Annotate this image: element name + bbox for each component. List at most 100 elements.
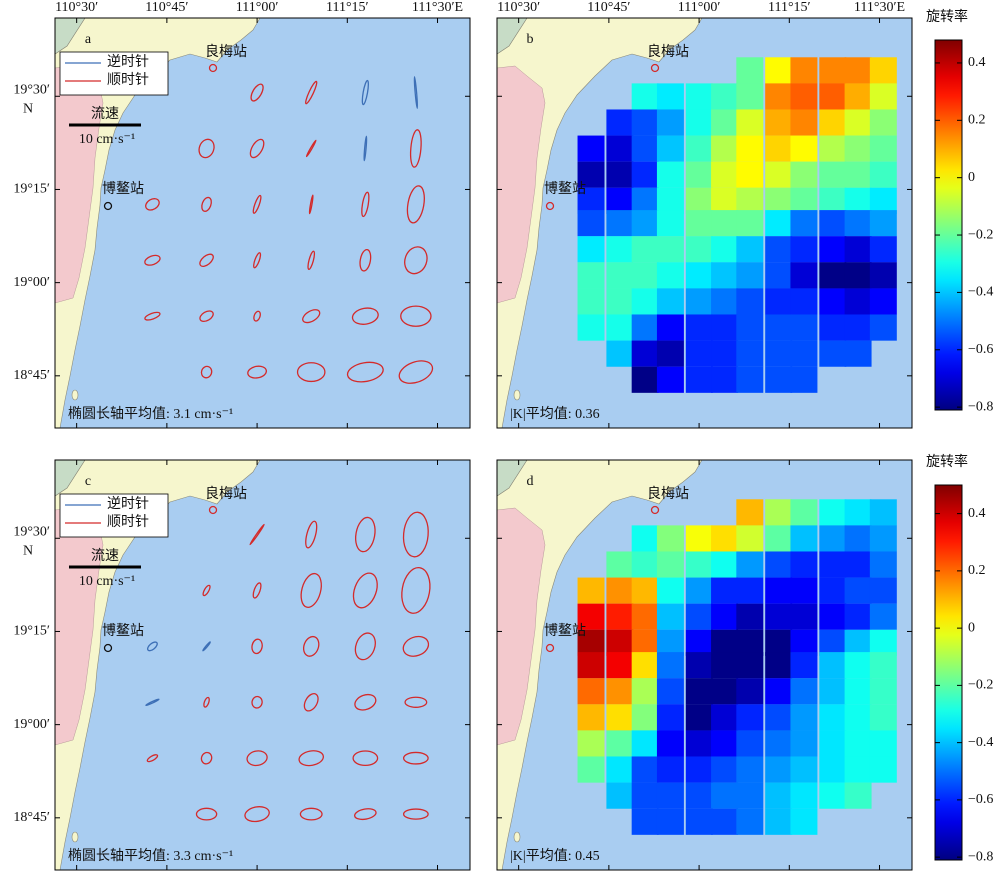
heatmap-cell bbox=[869, 499, 897, 526]
tidal-ellipse bbox=[199, 310, 214, 323]
heatmap-cell bbox=[606, 782, 634, 809]
heatmap-cell bbox=[631, 678, 659, 705]
colorbar-tick-label: −0.8 bbox=[968, 399, 993, 414]
station-marker bbox=[208, 505, 218, 515]
tidal-ellipse bbox=[413, 76, 419, 109]
heatmap-cell bbox=[790, 603, 818, 630]
panel-label: b bbox=[527, 32, 534, 47]
heatmap-cell bbox=[606, 236, 634, 263]
heatmap-cell bbox=[711, 629, 739, 656]
heatmap-cell bbox=[685, 730, 713, 757]
heatmap-cell bbox=[656, 629, 684, 656]
heatmap-cell bbox=[711, 756, 739, 783]
heatmap-cell bbox=[631, 210, 659, 237]
scale-label: 流速 bbox=[91, 106, 119, 122]
heatmap-cell bbox=[765, 109, 793, 136]
heatmap-cell bbox=[736, 262, 764, 289]
heatmap-cell bbox=[631, 340, 659, 367]
heatmap-cell bbox=[577, 236, 605, 263]
heatmap-cell bbox=[736, 288, 764, 315]
tidal-ellipse bbox=[202, 584, 211, 597]
heatmap-cell bbox=[711, 551, 739, 578]
heatmap-cell bbox=[790, 678, 818, 705]
colorbar-title: 旋转率 bbox=[926, 8, 968, 25]
tidal-ellipse bbox=[200, 365, 213, 379]
heatmap-cell bbox=[869, 652, 897, 679]
heatmap-cell bbox=[577, 577, 605, 604]
heatmap-cell bbox=[711, 808, 739, 835]
tidal-ellipse bbox=[144, 254, 161, 266]
heatmap-cell bbox=[844, 603, 872, 630]
heatmap-cell bbox=[577, 756, 605, 783]
heatmap-cell bbox=[819, 678, 847, 705]
heatmap-cell bbox=[869, 135, 897, 162]
heatmap-cell bbox=[606, 340, 634, 367]
heatmap-cell bbox=[685, 288, 713, 315]
heatmap-cell bbox=[736, 499, 764, 526]
station-label: 良梅站 bbox=[205, 486, 247, 502]
heatmap-cell bbox=[685, 161, 713, 188]
x-tick-label: 111°00′ bbox=[236, 0, 279, 15]
heatmap-cell bbox=[606, 109, 634, 136]
tidal-ellipse bbox=[251, 695, 263, 709]
heatmap-cell bbox=[765, 808, 793, 835]
station-label: 博鳌站 bbox=[102, 622, 144, 639]
colorbar-tick-label: 0 bbox=[968, 620, 975, 635]
heatmap-cell bbox=[765, 782, 793, 809]
tidal-ellipse bbox=[296, 362, 326, 383]
tidal-ellipse bbox=[402, 808, 429, 820]
heatmap-cell bbox=[711, 525, 739, 552]
heatmap-cell bbox=[736, 782, 764, 809]
tidal-ellipse bbox=[247, 365, 268, 379]
heatmap-cell bbox=[869, 603, 897, 630]
heatmap-cell bbox=[844, 782, 872, 809]
heatmap-cell bbox=[736, 756, 764, 783]
tidal-ellipse bbox=[252, 194, 262, 214]
heatmap-cell bbox=[790, 730, 818, 757]
heatmap-cell bbox=[819, 57, 847, 84]
heatmap-cell bbox=[819, 551, 847, 578]
heatmap-cell bbox=[736, 808, 764, 835]
heatmap-cell bbox=[736, 730, 764, 757]
heatmap-cell bbox=[711, 340, 739, 367]
tidal-ellipse bbox=[354, 632, 376, 661]
heatmap-cell bbox=[790, 314, 818, 341]
heatmap-cell bbox=[844, 730, 872, 757]
heatmap-cell bbox=[656, 210, 684, 237]
colorbar bbox=[934, 484, 963, 861]
heatmap-cell bbox=[765, 187, 793, 214]
tidal-ellipse bbox=[246, 750, 268, 767]
heatmap-cell bbox=[765, 161, 793, 188]
heatmap-cell bbox=[656, 730, 684, 757]
heatmap-cell bbox=[736, 109, 764, 136]
map-area bbox=[497, 460, 912, 870]
heatmap-cell bbox=[736, 135, 764, 162]
heatmap-cell bbox=[844, 525, 872, 552]
heatmap-cell bbox=[869, 756, 897, 783]
heatmap-cell bbox=[790, 652, 818, 679]
heatmap-cell bbox=[631, 525, 659, 552]
heatmap-cell bbox=[765, 262, 793, 289]
heatmap-cell bbox=[606, 314, 634, 341]
legend-box bbox=[59, 51, 169, 96]
x-tick-label: 111°15′ bbox=[326, 0, 369, 15]
heatmap-cell bbox=[844, 704, 872, 731]
heatmap-cell bbox=[631, 551, 659, 578]
heatmap-cell bbox=[711, 236, 739, 263]
heatmap-cell bbox=[819, 730, 847, 757]
y-tick-label: 19°15′ bbox=[13, 182, 50, 197]
colorbar-tick-label: −0.6 bbox=[968, 342, 993, 357]
colorbar-tick-label: 0.2 bbox=[968, 563, 986, 578]
heatmap-cell bbox=[711, 730, 739, 757]
heatmap-cell bbox=[711, 161, 739, 188]
station-marker bbox=[545, 643, 555, 653]
heatmap-cell bbox=[631, 366, 659, 393]
x-tick-label: 111°00′ bbox=[678, 0, 721, 15]
heatmap-cell bbox=[631, 577, 659, 604]
heatmap-cell bbox=[790, 135, 818, 162]
heatmap-cell bbox=[869, 551, 897, 578]
heatmap-cell bbox=[606, 135, 634, 162]
heatmap-cell bbox=[844, 340, 872, 367]
heatmap-cell bbox=[577, 161, 605, 188]
